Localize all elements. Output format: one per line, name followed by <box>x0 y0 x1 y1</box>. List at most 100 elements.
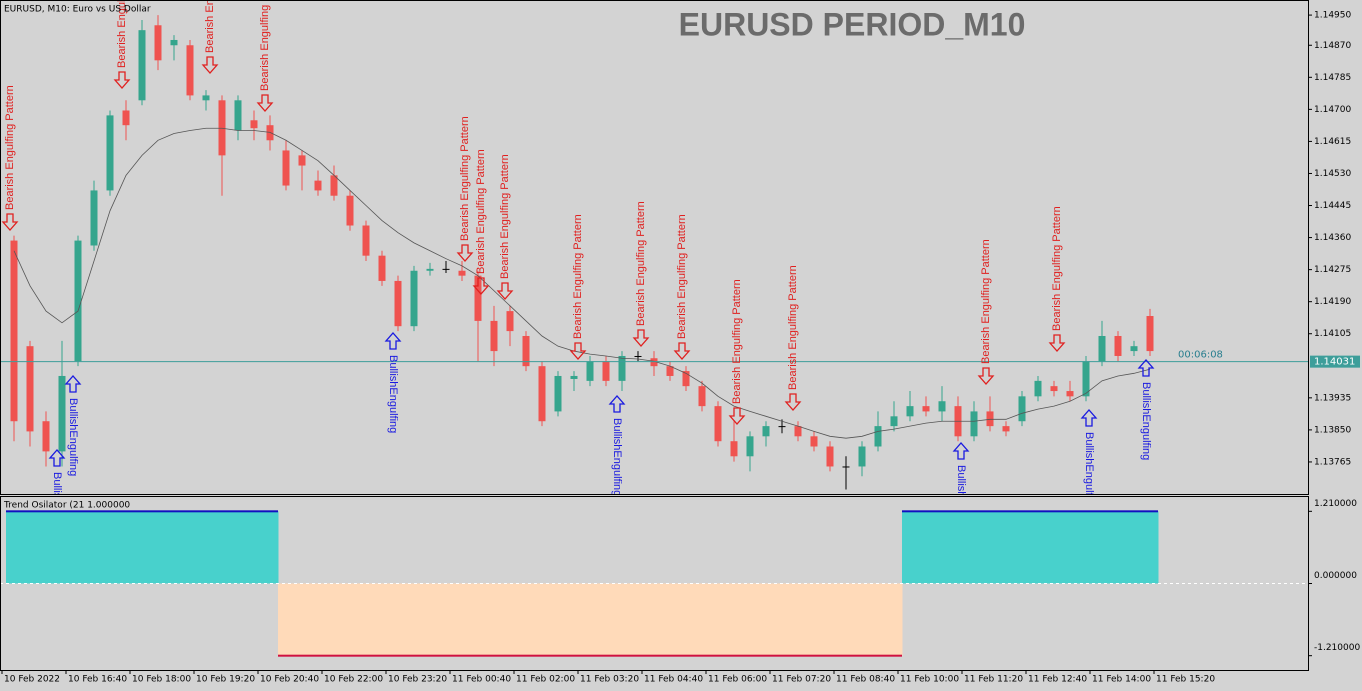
bullish-arrow <box>952 442 970 460</box>
oscillator-bar <box>566 583 583 656</box>
osc-y-tick-label: 1.210000 <box>1314 499 1357 509</box>
candle-body <box>1034 380 1042 397</box>
candle-body <box>538 366 546 422</box>
candle-body <box>650 358 658 367</box>
x-tick-label: 11 Feb 11:20 <box>964 675 1023 685</box>
candle-body <box>1082 361 1090 397</box>
current-price-label: 1.14031 <box>1314 357 1355 368</box>
bullish-arrow <box>608 395 626 413</box>
main-pane: 00:06:08 Bearish Engulfing Pattern Bearish… <box>1 1 1308 496</box>
x-tick-label: 11 Feb 06:00 <box>708 675 767 685</box>
candle-body <box>762 426 770 437</box>
countdown-timer: 00:06:08 <box>1178 350 1223 361</box>
candle-body <box>842 466 850 468</box>
y-tick-label: 1.14360 <box>1314 233 1351 243</box>
candle-body <box>714 406 722 442</box>
candle-body <box>394 280 402 327</box>
x-tick-label: 11 Feb 10:00 <box>900 675 959 685</box>
candle-body <box>346 195 354 226</box>
y-tick-label: 1.14785 <box>1314 73 1351 83</box>
osc-y-tick-label: 0.000000 <box>1314 571 1357 581</box>
oscillator-bar <box>6 511 23 584</box>
bullish-label: BullishEngulfing <box>611 418 623 496</box>
y-tick-label: 1.14700 <box>1314 105 1351 115</box>
oscillator-bar <box>646 583 663 656</box>
candle-body <box>42 421 50 452</box>
bearish-label: Bearish Engulfing Pattern <box>676 214 688 339</box>
oscillator-bar <box>342 583 359 656</box>
bullish-arrow <box>1080 409 1098 427</box>
bearish-label: Bearish Engulfing Pattern <box>787 265 799 390</box>
candle-body <box>314 180 322 191</box>
oscillator-bar <box>134 511 151 584</box>
oscillator-bar <box>870 583 887 656</box>
candle-body <box>554 375 562 412</box>
candle-body <box>1002 426 1010 432</box>
candle-body <box>458 270 466 276</box>
bearish-label: Bearish Engulfing Pattern <box>4 85 16 210</box>
oscillator-bar <box>790 583 807 656</box>
candle-body <box>522 335 530 367</box>
candle-body <box>90 190 98 246</box>
oscillator-bar <box>214 511 231 584</box>
oscillator-bar <box>486 583 503 656</box>
candle-body <box>282 150 290 186</box>
x-tick-label: 11 Feb 12:40 <box>1028 675 1087 685</box>
bearish-arrow <box>728 407 746 425</box>
bearish-label: Bearish Engulfing Pattern <box>499 154 511 279</box>
candle-body <box>442 268 450 270</box>
bearish-arrow <box>113 71 131 89</box>
bearish-arrow <box>472 277 490 295</box>
candle-body <box>1066 391 1074 397</box>
bearish-arrow <box>1048 334 1066 352</box>
oscillator-bar <box>470 583 487 656</box>
candle-body <box>794 426 802 437</box>
x-tick-label: 10 Feb 18:00 <box>132 675 191 685</box>
y-tick-label: 1.13850 <box>1314 425 1351 435</box>
candle-body <box>250 120 258 129</box>
oscillator-bar <box>742 583 759 656</box>
oscillator-bar <box>918 511 935 584</box>
oscillator-bar <box>934 511 951 584</box>
oscillator-bar <box>1062 511 1079 584</box>
oscillator-bar <box>662 583 679 656</box>
bearish-label: Bearish Engulfing Pattern <box>459 116 471 241</box>
osc-y-tick-label: -1.210000 <box>1314 643 1360 653</box>
oscillator-bar <box>1014 511 1031 584</box>
oscillator-bar <box>726 583 743 656</box>
oscillator-bar <box>838 583 855 656</box>
oscillator-bar <box>70 511 87 584</box>
oscillator-bar <box>1046 511 1063 584</box>
candle-body <box>634 355 642 357</box>
candle-body <box>490 320 498 352</box>
x-tick-label: 11 Feb 08:40 <box>836 675 895 685</box>
candle-body <box>234 100 242 131</box>
oscillator-bar <box>22 511 39 584</box>
oscillator-bar <box>310 583 327 656</box>
oscillator-bar <box>806 583 823 656</box>
oscillator-bar <box>166 511 183 584</box>
x-tick-label: 11 Feb 03:20 <box>580 675 639 685</box>
oscillator-bar <box>678 583 695 656</box>
candle-body <box>922 406 930 412</box>
oscillator-bar <box>454 583 471 656</box>
bullish-label: BullishEngulfing <box>387 355 399 433</box>
oscillator-bar <box>294 583 311 656</box>
bearish-label: Bearish Engulfing Pattern <box>572 214 584 339</box>
candle-body <box>298 155 306 166</box>
bearish-label: Bearish Engulfing Pattern <box>635 201 647 326</box>
y-tick-label: 1.14190 <box>1314 297 1351 307</box>
x-tick-label: 10 Feb 16:40 <box>68 675 127 685</box>
oscillator-bar <box>774 583 791 656</box>
oscillator-bar <box>1126 511 1143 584</box>
oscillator-bar <box>550 583 567 656</box>
candle-body <box>746 436 754 457</box>
candle-body <box>890 416 898 427</box>
bearish-arrow <box>201 56 219 74</box>
x-tick-label: 10 Feb 22:00 <box>324 675 383 685</box>
current-price-box <box>1310 355 1360 368</box>
y-tick-label: 1.14870 <box>1314 41 1351 51</box>
main-pane-border <box>0 0 1309 495</box>
oscillator-bar <box>358 583 375 656</box>
oscillator-bar <box>630 583 647 656</box>
